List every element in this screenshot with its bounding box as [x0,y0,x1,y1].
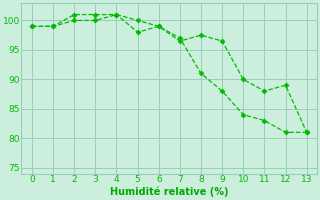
X-axis label: Humidité relative (%): Humidité relative (%) [110,187,228,197]
